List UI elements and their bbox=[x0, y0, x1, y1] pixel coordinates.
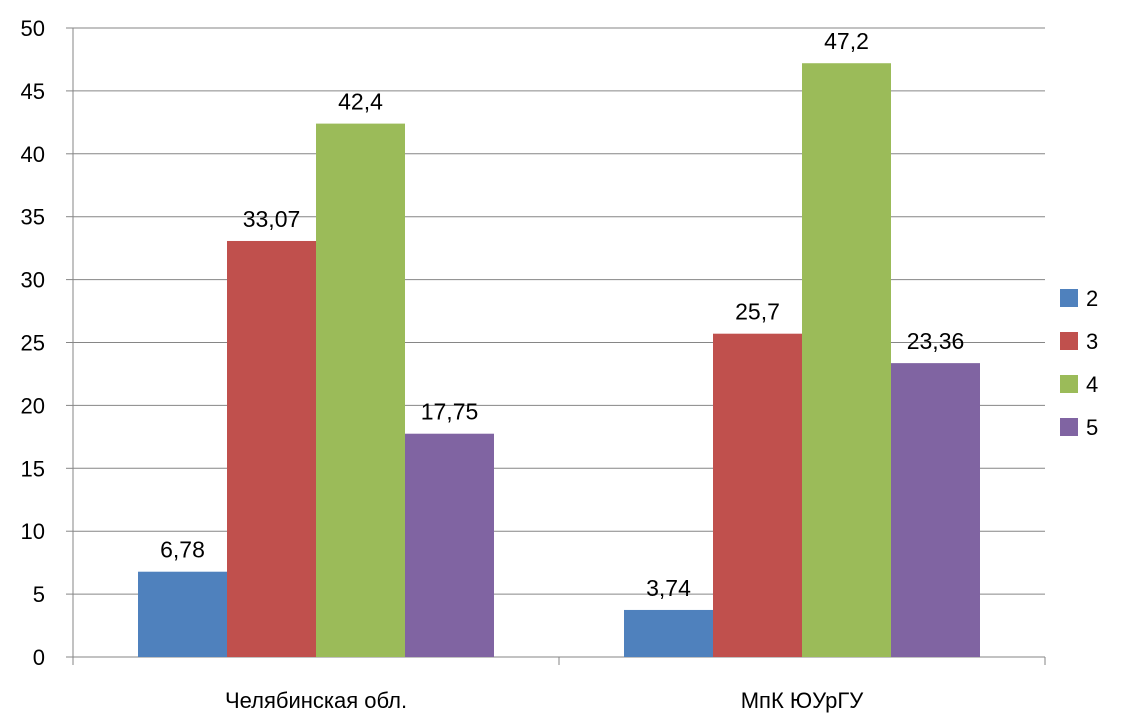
data-label: 25,7 bbox=[735, 299, 780, 325]
y-tick-label: 10 bbox=[21, 519, 45, 544]
y-tick-label: 40 bbox=[21, 142, 45, 167]
bar bbox=[138, 571, 227, 657]
y-tick-label: 5 bbox=[33, 582, 45, 607]
data-label: 42,4 bbox=[338, 89, 383, 115]
y-tick-label: 15 bbox=[21, 456, 45, 481]
legend-label: 3 bbox=[1086, 329, 1098, 354]
data-label: 3,74 bbox=[646, 575, 691, 601]
y-tick-label: 25 bbox=[21, 331, 45, 356]
y-tick-label: 30 bbox=[21, 268, 45, 293]
data-label: 17,75 bbox=[421, 399, 479, 425]
bar bbox=[227, 240, 316, 657]
data-label: 23,36 bbox=[907, 328, 965, 354]
data-label: 6,78 bbox=[160, 537, 205, 563]
legend-swatch bbox=[1060, 289, 1078, 307]
legend-swatch bbox=[1060, 418, 1078, 436]
data-label: 47,2 bbox=[824, 28, 869, 54]
bar bbox=[713, 333, 802, 657]
bar bbox=[802, 63, 891, 657]
legend-label: 2 bbox=[1086, 286, 1098, 311]
bar bbox=[624, 609, 713, 657]
y-tick-label: 45 bbox=[21, 79, 45, 104]
x-category-label: МпК ЮУрГУ bbox=[741, 688, 865, 713]
x-category-label: Челябинская обл. bbox=[225, 688, 407, 713]
legend-label: 5 bbox=[1086, 415, 1098, 440]
y-tick-label: 35 bbox=[21, 205, 45, 230]
y-tick-label: 50 bbox=[21, 16, 45, 41]
legend-label: 4 bbox=[1086, 372, 1098, 397]
bar bbox=[891, 363, 980, 657]
bar bbox=[405, 433, 494, 657]
legend-swatch bbox=[1060, 375, 1078, 393]
y-tick-label: 20 bbox=[21, 393, 45, 418]
legend-swatch bbox=[1060, 332, 1078, 350]
bar bbox=[316, 123, 405, 657]
y-tick-label: 0 bbox=[33, 645, 45, 670]
data-label: 33,07 bbox=[243, 206, 301, 232]
